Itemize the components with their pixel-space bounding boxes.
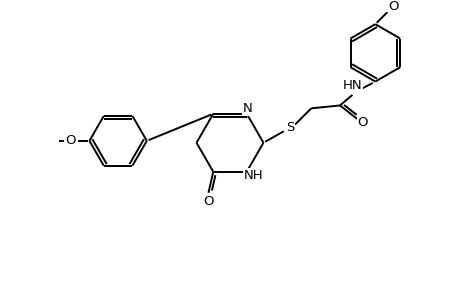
Text: O: O [357,116,367,129]
Text: S: S [285,121,294,134]
Text: HN: HN [342,79,361,92]
Text: NH: NH [243,169,263,182]
Text: O: O [387,1,398,13]
Text: O: O [203,195,213,208]
Text: N: N [242,103,252,116]
Text: O: O [65,134,75,147]
